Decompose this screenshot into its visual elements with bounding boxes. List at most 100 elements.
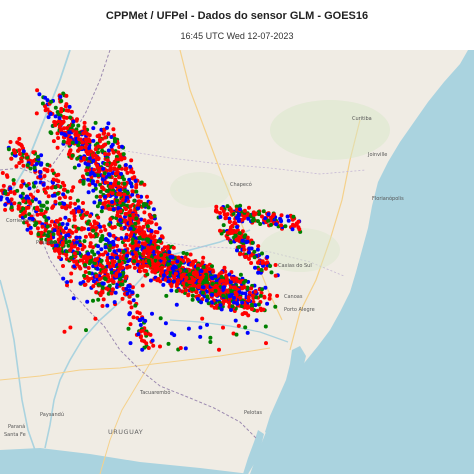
lightning-flash [106, 172, 111, 177]
lightning-flash [100, 285, 105, 290]
lightning-flash [114, 157, 119, 162]
lightning-flash [60, 240, 65, 245]
lightning-flash [31, 150, 36, 155]
lightning-flash [227, 294, 232, 299]
lightning-flash [222, 212, 227, 217]
lightning-flash [145, 263, 150, 268]
lightning-flash [134, 216, 139, 221]
lightning-flash [273, 304, 278, 309]
lightning-flash [210, 264, 214, 269]
lightning-flash [51, 139, 56, 144]
lightning-flash [71, 208, 76, 213]
lightning-flash [225, 212, 230, 217]
lightning-flash [110, 279, 115, 283]
lightning-flash [67, 239, 72, 244]
lightning-flash [103, 227, 108, 232]
lightning-flash [98, 189, 103, 194]
lightning-flash [161, 247, 166, 252]
lightning-flash [249, 286, 254, 291]
place-label: Posadas [36, 240, 57, 246]
lightning-flash [46, 241, 51, 246]
lightning-flash [145, 272, 150, 277]
lightning-map[interactable]: Curitiba Joinville Florianópolis Chapecó… [0, 50, 474, 474]
lightning-flash [131, 315, 136, 320]
lightning-flash [253, 265, 257, 270]
lightning-flash [165, 245, 170, 249]
lightning-flash [39, 240, 44, 245]
lightning-flash [38, 174, 43, 179]
lightning-flash [71, 119, 76, 124]
lightning-flash [135, 262, 140, 267]
lightning-flash [196, 285, 201, 290]
lightning-flash [126, 237, 131, 242]
lightning-flash [37, 92, 42, 97]
lightning-flash [119, 226, 124, 231]
lightning-flash [243, 278, 248, 283]
lightning-flash [82, 244, 87, 249]
lightning-flash [94, 194, 99, 199]
lightning-flash [17, 136, 22, 141]
lightning-flash [235, 225, 239, 229]
lightning-flash [158, 279, 163, 284]
lightning-flash [201, 285, 206, 290]
lightning-flash [119, 171, 124, 176]
lightning-flash [246, 216, 251, 221]
lightning-flash [75, 156, 80, 161]
lightning-flash [120, 265, 125, 270]
lightning-flash [251, 210, 256, 215]
place-label: Florianópolis [372, 196, 404, 202]
lightning-flash [126, 326, 131, 331]
lightning-flash [61, 119, 66, 124]
lightning-flash [106, 140, 111, 145]
lightning-flash [229, 285, 234, 290]
lightning-flash [96, 215, 101, 220]
lightning-flash [132, 175, 137, 180]
lightning-flash [256, 270, 261, 275]
lightning-flash [62, 201, 67, 206]
lightning-flash [127, 294, 132, 299]
lightning-flash [134, 182, 139, 187]
lightning-flash [41, 182, 46, 187]
lightning-flash [25, 155, 30, 160]
lightning-flash [155, 230, 160, 235]
lightning-flash [133, 303, 138, 308]
lightning-flash [116, 181, 121, 186]
lightning-flash [232, 285, 237, 290]
lightning-flash [260, 287, 265, 292]
lightning-flash [111, 263, 116, 268]
lightning-flash [240, 238, 245, 243]
lightning-flash [121, 270, 126, 275]
lightning-flash [117, 214, 122, 219]
lightning-flash [9, 205, 14, 210]
forest-area [270, 100, 390, 160]
lightning-flash [116, 150, 121, 155]
lightning-flash [244, 254, 249, 259]
lightning-flash [271, 214, 275, 218]
lightning-flash [75, 198, 80, 203]
lightning-flash [8, 140, 13, 144]
lightning-flash [55, 145, 60, 150]
lightning-flash [131, 170, 136, 175]
lightning-flash [110, 252, 115, 257]
lightning-flash [76, 205, 81, 210]
lightning-flash [96, 250, 101, 255]
lightning-flash [252, 249, 257, 254]
lightning-flash [249, 307, 254, 312]
lightning-flash [162, 252, 167, 257]
lightning-flash [15, 140, 20, 145]
lightning-flash [242, 247, 247, 252]
lightning-flash [118, 277, 122, 282]
lightning-flash [228, 231, 233, 236]
lightning-flash [85, 221, 90, 226]
lightning-flash [263, 216, 267, 221]
lightning-flash [150, 311, 154, 316]
lightning-flash [234, 292, 239, 297]
lightning-flash [132, 244, 137, 249]
lightning-flash [62, 126, 67, 131]
lightning-flash [83, 270, 88, 274]
lightning-flash [275, 293, 280, 298]
lightning-flash [15, 188, 20, 193]
place-label: Tacuarembó [140, 390, 171, 396]
lightning-flash [242, 208, 247, 213]
lightning-flash [166, 341, 171, 346]
